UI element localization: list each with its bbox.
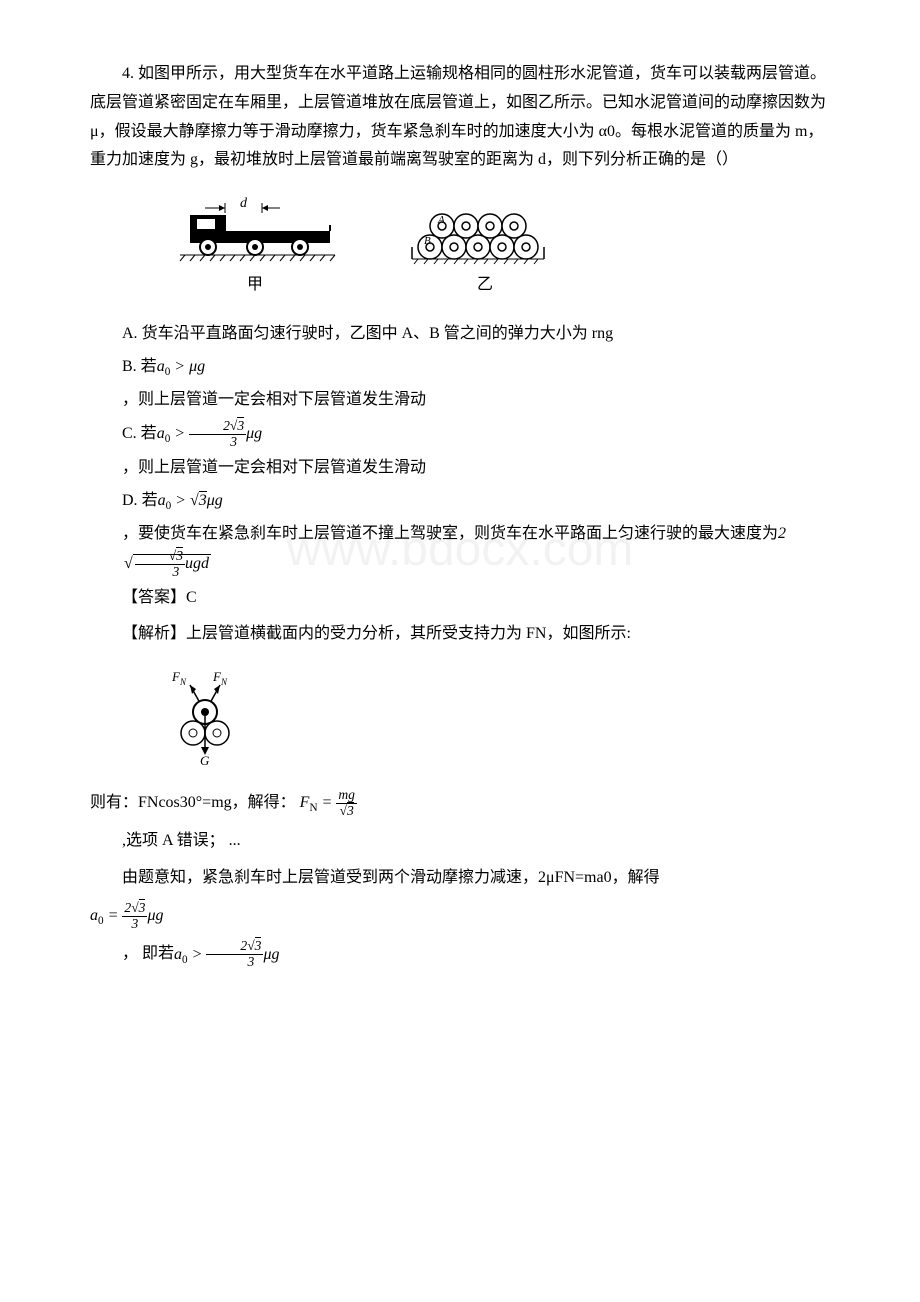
fn-result-formula: FN = mg√3 xyxy=(300,794,357,811)
figure-right: A B 乙 xyxy=(400,205,570,300)
option-c-prefix: C. xyxy=(122,425,137,442)
option-d-prefix: D. xyxy=(122,492,138,509)
option-b-line1: B. 若a0 > μg xyxy=(90,353,830,382)
watermark-region: ，要使货车在紧急刹车时上层管道不撞上驾驶室，则货车在水平路面上匀速行驶的最大速度… xyxy=(90,520,830,580)
explanation-line3: ,选项 A 错误； ... xyxy=(90,827,830,856)
option-b-prefix: B. xyxy=(122,358,137,375)
option-c-label: 若 xyxy=(141,425,157,442)
option-b-formula: a0 > μg xyxy=(157,358,205,375)
question-number: 4. xyxy=(122,65,134,82)
option-a-prefix: A. xyxy=(122,325,138,342)
explanation-text4: 由题意知，紧急刹车时上层管道受到两个滑动摩擦力减速，2μFN=ma0，解得 xyxy=(122,869,660,886)
option-d-cont: ，要使货车在紧急刹车时上层管道不撞上驾驶室，则货车在水平路面上匀速行驶的最大速度… xyxy=(122,525,778,542)
fn-right-n: N xyxy=(220,677,228,687)
explanation-line1: 【解析】上层管道横截面内的受力分析，其所受支持力为 FN，如图所示: xyxy=(90,620,830,649)
answer-line: 【答案】C xyxy=(90,584,830,613)
force-diagram-icon: F N F N G xyxy=(170,667,240,767)
figure-left-label: 甲 xyxy=(247,271,263,300)
g-label: G xyxy=(200,753,210,767)
explanation-text3: ,选项 A 错误； ... xyxy=(122,832,241,849)
option-c-formula: a0 > 2√33μg xyxy=(157,425,262,442)
option-b-label: 若 xyxy=(141,358,157,375)
option-b-cont: ，则上层管道一定会相对下层管道发生滑动 xyxy=(122,391,426,408)
option-a-text: 货车沿平直路面匀速行驶时，乙图中 A、B 管之间的弹力大小为 rng xyxy=(142,325,614,342)
a0-gt-formula: a0 > 2√33μg xyxy=(174,946,279,963)
question-stem: 4. 如图甲所示，用大型货车在水平道路上运输规格相同的圆柱形水泥管道，货车可以装… xyxy=(90,60,830,175)
question-text: 如图甲所示，用大型货车在水平道路上运输规格相同的圆柱形水泥管道，货车可以装载两层… xyxy=(90,65,826,168)
explanation-line5: ， 即若a0 > 2√33μg xyxy=(90,939,830,970)
explanation-label: 【解析】 xyxy=(122,625,186,642)
a0-result-formula: a0 = 2√33μg xyxy=(90,907,163,924)
pipe-label-a: A xyxy=(437,214,445,226)
fn-left-n: N xyxy=(179,677,187,687)
figures-row: d xyxy=(170,195,830,300)
explanation-text1: 上层管道横截面内的受力分析，其所受支持力为 FN，如图所示: xyxy=(186,625,631,642)
option-c-line1: C. 若a0 > 2√33μg xyxy=(90,419,830,450)
option-c-cont: ，则上层管道一定会相对下层管道发生滑动 xyxy=(122,459,426,476)
explanation-line2: 则有：FNcos30°=mg，解得： FN = mg√3 xyxy=(90,788,830,819)
explanation-text2: 则有：FNcos30°=mg，解得： xyxy=(90,794,296,811)
distance-label: d xyxy=(240,196,248,211)
truck-icon: d xyxy=(170,195,340,265)
explanation-text5: ， 即若 xyxy=(122,946,174,963)
option-d-line2: ，要使货车在紧急刹车时上层管道不撞上驾驶室，则货车在水平路面上匀速行驶的最大速度… xyxy=(90,520,830,580)
option-c-line2: ，则上层管道一定会相对下层管道发生滑动 xyxy=(90,454,830,483)
explanation-line4b: a0 = 2√33μg xyxy=(90,901,830,932)
explanation-line4: 由题意知，紧急刹车时上层管道受到两个滑动摩擦力减速，2μFN=ma0，解得 xyxy=(90,864,830,893)
answer-value: C xyxy=(186,589,197,606)
pipe-label-b: B xyxy=(424,235,431,247)
answer-label: 【答案】 xyxy=(122,589,186,606)
option-d-line1: D. 若a0 > √3μg xyxy=(90,487,830,516)
figure-left: d xyxy=(170,195,340,300)
figure-right-label: 乙 xyxy=(477,271,493,300)
option-a: A. 货车沿平直路面匀速行驶时，乙图中 A、B 管之间的弹力大小为 rng xyxy=(90,320,830,349)
option-d-formula: a0 > √3μg xyxy=(158,492,223,509)
option-b-line2: ，则上层管道一定会相对下层管道发生滑动 xyxy=(90,386,830,415)
option-d-label: 若 xyxy=(142,492,158,509)
pipes-icon: A B xyxy=(400,205,570,265)
